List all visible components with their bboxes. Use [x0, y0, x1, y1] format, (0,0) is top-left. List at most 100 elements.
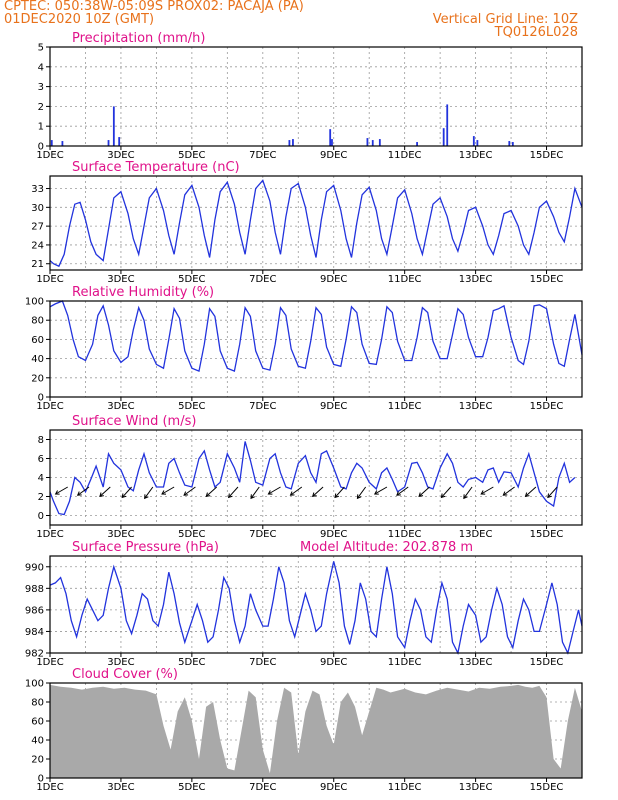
- wind-direction-arrow: [334, 486, 345, 498]
- wind-xtick-label: 15DEC: [530, 529, 564, 540]
- cloud-ytick-label: 20: [31, 755, 44, 766]
- wind-direction-arrow: [525, 486, 537, 497]
- temp-xtick-label: 13DEC: [459, 274, 493, 285]
- precip-ytick-label: 0: [38, 142, 44, 153]
- wind-direction-arrow: [228, 486, 239, 498]
- rh-ytick-label: 60: [31, 335, 44, 346]
- wind-direction-arrow: [250, 486, 260, 499]
- wind-direction-arrowhead: [480, 490, 486, 495]
- cloud-area: [50, 684, 582, 778]
- cloud-xtick-label: 9DEC: [320, 782, 347, 793]
- wind-ytick-label: 2: [38, 492, 44, 503]
- wind-direction-arrowhead: [418, 492, 424, 498]
- wind-direction-arrowhead: [121, 493, 127, 499]
- wind-direction-arrowhead: [373, 490, 379, 495]
- wind-direction-arrowhead: [440, 493, 446, 499]
- pressure-annotation: Model Altitude: 202.878 m: [300, 540, 473, 555]
- wind-direction-arrow: [441, 486, 452, 498]
- wind-direction-arrow: [312, 486, 324, 497]
- precip-xtick-label: 5DEC: [178, 150, 205, 161]
- temp-xtick-label: 1DEC: [36, 274, 63, 285]
- wind-xtick-label: 1DEC: [36, 529, 63, 540]
- precip-xtick-label: 9DEC: [320, 150, 347, 161]
- wind-ytick-label: 0: [38, 511, 44, 522]
- precip-bar: [476, 140, 479, 146]
- temp-xtick-label: 9DEC: [320, 274, 347, 285]
- wind-direction-arrow: [183, 486, 196, 496]
- header-gridline-note: Vertical Grid Line: 10Z: [432, 12, 578, 27]
- temp-ytick-label: 24: [31, 240, 44, 251]
- cloud-frame: [49, 682, 583, 779]
- header-datetime: 01DEC2020 10Z (GMT): [4, 12, 155, 27]
- rh-xtick-label: 3DEC: [107, 401, 134, 412]
- temp-xtick-label: 7DEC: [249, 274, 276, 285]
- wind-series-line: [49, 441, 576, 516]
- pressure-ytick-label: 984: [25, 627, 44, 638]
- rh-xtick-label: 5DEC: [178, 401, 205, 412]
- precip-bar: [371, 140, 374, 146]
- wind-direction-arrowhead: [227, 493, 233, 499]
- wind-title: Surface Wind (m/s): [72, 414, 196, 429]
- wind-direction-arrowhead: [396, 491, 401, 496]
- precip-xtick-label: 3DEC: [107, 150, 134, 161]
- temp-series-line: [49, 179, 583, 268]
- temp-ytick-label: 30: [31, 203, 44, 214]
- temp-ytick-label: 21: [31, 259, 44, 270]
- precip-title: Precipitation (mm/h): [72, 31, 205, 46]
- precip-bar: [288, 140, 291, 146]
- wind-direction-arrowhead: [524, 492, 530, 498]
- cloud-xtick-label: 11DEC: [388, 782, 422, 793]
- precip-ytick-label: 2: [38, 102, 44, 113]
- rh-ytick-label: 100: [25, 297, 44, 308]
- pressure-title: Surface Pressure (hPa): [72, 540, 219, 555]
- pressure-series-line: [49, 561, 583, 655]
- pressure-ytick-label: 982: [25, 649, 44, 660]
- cloud-ytick-label: 100: [25, 679, 44, 690]
- precip-bar: [112, 106, 115, 146]
- precip-bar: [331, 139, 333, 146]
- pressure-xtick-label: 7DEC: [249, 657, 276, 668]
- precip-bar: [446, 104, 449, 146]
- wind-direction-arrowhead: [356, 494, 362, 500]
- precip-ytick-label: 1: [38, 122, 44, 133]
- precip-frame: [49, 46, 583, 147]
- cloud-xtick-label: 15DEC: [530, 782, 564, 793]
- pressure-ytick-label: 986: [25, 605, 44, 616]
- rh-title: Relative Humidity (%): [72, 285, 214, 300]
- wind-direction-arrow: [205, 486, 218, 497]
- cloud-xtick-label: 5DEC: [178, 782, 205, 793]
- pressure-xtick-label: 3DEC: [107, 657, 134, 668]
- rh-frame: [49, 300, 583, 398]
- pressure-xtick-label: 13DEC: [459, 657, 493, 668]
- wind-direction-arrow: [463, 486, 473, 499]
- wind-direction-arrow: [396, 486, 409, 496]
- precip-xtick-label: 11DEC: [388, 150, 422, 161]
- pressure-xtick-label: 1DEC: [36, 657, 63, 668]
- pressure-xtick-label: 11DEC: [388, 657, 422, 668]
- wind-ytick-label: 8: [38, 435, 44, 446]
- wind-direction-arrow: [480, 486, 494, 495]
- cloud-ytick-label: 80: [31, 698, 44, 709]
- rh-xtick-label: 7DEC: [249, 401, 276, 412]
- wind-direction-arrow: [99, 486, 111, 497]
- rh-xtick-label: 9DEC: [320, 401, 347, 412]
- wind-direction-arrow: [268, 486, 281, 495]
- precip-bar: [416, 142, 418, 146]
- rh-ytick-label: 20: [31, 373, 44, 384]
- wind-direction-arrowhead: [463, 494, 468, 500]
- precip-bar: [292, 139, 294, 146]
- precip-xtick-label: 13DEC: [459, 150, 493, 161]
- wind-direction-arrow: [144, 486, 154, 499]
- rh-ytick-label: 0: [38, 393, 44, 404]
- rh-xtick-label: 15DEC: [530, 401, 564, 412]
- temp-xtick-label: 3DEC: [107, 274, 134, 285]
- rh-ytick-label: 80: [31, 316, 44, 327]
- precip-ytick-label: 4: [38, 62, 44, 73]
- precip-bar: [329, 129, 332, 146]
- precip-bar: [118, 137, 121, 146]
- cloud-xtick-label: 13DEC: [459, 782, 493, 793]
- temp-title: Surface Temperature (nC): [72, 160, 240, 175]
- wind-direction-arrow: [374, 486, 388, 495]
- cloud-ytick-label: 40: [31, 736, 44, 747]
